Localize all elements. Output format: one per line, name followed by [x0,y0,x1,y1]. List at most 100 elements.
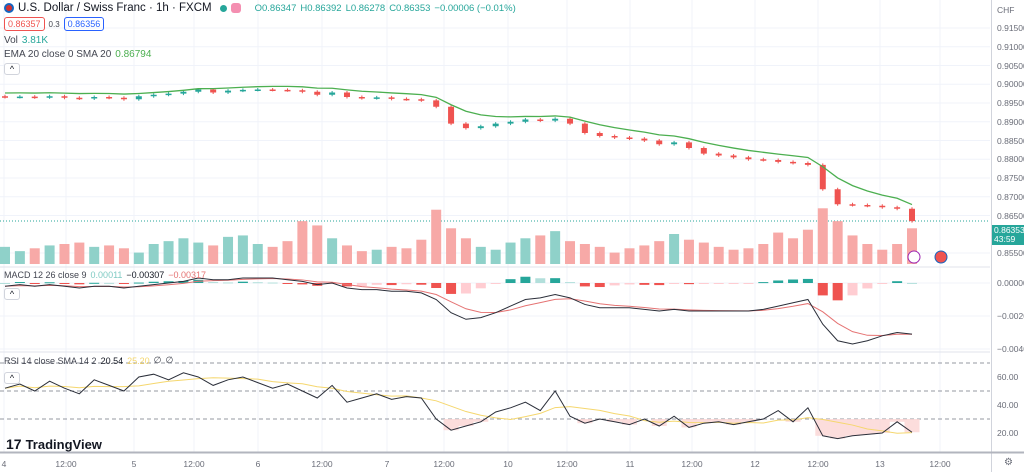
rsi-oversold-fill [607,419,623,422]
macd-histogram-bar [817,283,828,296]
volume-label: Vol [4,35,18,46]
macd-histogram-bar [773,280,784,283]
volume-bar [29,248,40,264]
ema-legend[interactable]: EMA 20 close 0 SMA 20 0.86794 [4,49,151,60]
collapse-macd-button[interactable]: ^ [4,288,20,300]
symbol-title[interactable]: U.S. Dollar / Swiss Franc · 1h · FXCM [18,2,212,14]
candle-body [909,208,915,222]
volume-bar [490,249,501,264]
candle-body [507,121,514,124]
candle-body [46,96,53,98]
macd-tick: 0.00000 [997,278,1024,288]
volume-legend[interactable]: Vol 3.81K [4,35,48,46]
candle-body [180,91,187,94]
candle-body [656,140,663,145]
volume-bar [74,242,85,264]
currency-label: CHF [997,5,1015,15]
volume-bar [341,245,352,264]
settings-gear-icon[interactable]: ⚙ [1004,457,1013,468]
rsi-value: 20.54 [100,355,124,366]
volume-bar [654,241,665,264]
rsi-oversold-fill [889,419,905,422]
candle-body [76,97,83,100]
ema-line [4,85,913,206]
macd-histogram-bar [386,283,397,286]
candle-body [596,133,603,136]
rsi-oversold-fill [621,419,637,425]
macd-histogram-bar [579,283,590,287]
rsi-oversold-fill [473,419,489,422]
volume-bar [178,238,189,264]
macd-histogram-bar [282,283,293,284]
volume-bar [133,252,144,264]
volume-bar [89,246,100,264]
rsi-legend[interactable]: RSI 14 close SMA 14 2 20.54 25.20 ∅ ∅ [4,355,173,366]
collapse-rsi-button[interactable]: ^ [4,372,20,384]
macd-histogram-bar [624,283,635,285]
volume-bar [416,239,427,264]
rsi-oversold-fill [458,419,474,426]
time-tick: 4 [1,459,7,469]
time-tick: 13 [875,459,885,469]
macd-histogram-bar [862,283,873,289]
rsi-tick: 20.00 [997,428,1019,438]
time-tick: 11 [625,459,635,469]
candle-body [730,155,737,158]
time-tick: 12:00 [55,459,77,469]
volume-bar [802,229,813,264]
collapse-legend-button[interactable]: ^ [4,63,20,75]
candle-body [700,148,707,154]
volume-bar [282,241,293,264]
volume-bar [312,225,323,264]
volume-bar [327,238,338,264]
macd-tick: −0.00400 [997,344,1024,354]
candle-body [819,164,826,190]
candle-body [433,100,440,107]
time-tick: 12:00 [929,459,951,469]
rsi-oversold-fill [874,419,890,433]
time-tick: 12:00 [311,459,333,469]
volume-bar [267,246,278,264]
symbol-legend: U.S. Dollar / Swiss Franc · 1h · FXCM O0… [4,2,516,14]
candle-body [790,161,797,164]
candle-body [864,205,871,207]
candle-body [522,119,529,122]
volume-bar [163,241,174,264]
volume-bar [669,234,680,264]
volume-bar [297,221,308,264]
ohlc-low: L0.86278 [345,2,386,14]
volume-bar [460,238,471,264]
macd-histogram-bar [683,283,694,285]
macd-histogram-bar [639,283,650,285]
macd-value: −0.00307 [126,270,165,280]
rsi-oversold-fill [711,419,727,422]
macd-histogram-bar [802,278,813,283]
sell-button[interactable]: 0.86357 [4,17,45,31]
macd-histogram-bar [460,283,471,294]
data-menu-icon[interactable] [230,3,241,13]
rsi-oversold-fill [726,419,742,425]
candle-body [879,205,886,208]
last-price: 0.86353 [994,225,1024,235]
macd-line [4,277,913,345]
rsi-oversold-fill [845,419,861,436]
macd-histogram-bar [698,283,709,284]
rsi-oversold-fill [681,419,697,428]
macd-histogram-bar [59,283,70,284]
candle-body [120,97,127,100]
time-tick: 12:00 [681,459,703,469]
rsi-oversold-fill [830,419,846,439]
candle-body [567,118,574,124]
macd-histogram-bar [535,278,546,283]
buy-button[interactable]: 0.86356 [63,17,105,31]
tradingview-logo[interactable]: 17 TradingView [6,436,102,452]
macd-histogram-bar [520,276,531,283]
rsi-oversold-fill [577,419,593,424]
macd-histogram-bar [29,283,40,284]
candle-body [106,97,113,99]
rsi-upper-band: ∅ [153,355,162,365]
macd-legend[interactable]: MACD 12 26 close 9 0.00011 −0.00307 −0.0… [4,270,206,280]
volume-bar [520,238,531,264]
